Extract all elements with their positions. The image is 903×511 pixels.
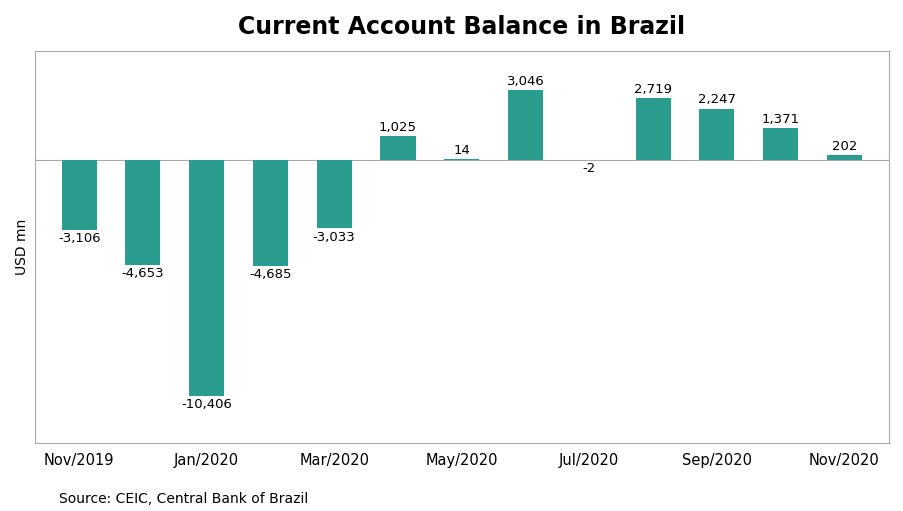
Bar — [762, 128, 797, 159]
Bar — [126, 159, 161, 265]
Text: 202: 202 — [831, 140, 856, 153]
Text: -10,406: -10,406 — [182, 398, 232, 411]
Text: 2,719: 2,719 — [633, 83, 671, 96]
Text: -4,653: -4,653 — [122, 267, 164, 281]
Bar — [635, 98, 670, 159]
Text: -4,685: -4,685 — [249, 268, 292, 281]
Text: 1,025: 1,025 — [378, 121, 416, 134]
Text: 1,371: 1,371 — [760, 113, 799, 126]
Bar — [826, 155, 861, 159]
Text: Source: CEIC, Central Bank of Brazil: Source: CEIC, Central Bank of Brazil — [59, 492, 308, 506]
Y-axis label: USD mn: USD mn — [15, 219, 29, 275]
Title: Current Account Balance in Brazil: Current Account Balance in Brazil — [238, 15, 684, 39]
Bar — [253, 159, 288, 266]
Text: 14: 14 — [452, 144, 470, 157]
Text: 3,046: 3,046 — [506, 75, 544, 88]
Bar — [316, 159, 351, 228]
Text: -2: -2 — [582, 162, 595, 175]
Bar — [61, 159, 97, 230]
Bar — [699, 109, 733, 159]
Text: -3,033: -3,033 — [312, 230, 355, 244]
Bar — [507, 90, 543, 159]
Bar — [189, 159, 224, 396]
Text: -3,106: -3,106 — [58, 233, 100, 245]
Bar — [380, 136, 415, 159]
Text: 2,247: 2,247 — [697, 94, 735, 106]
